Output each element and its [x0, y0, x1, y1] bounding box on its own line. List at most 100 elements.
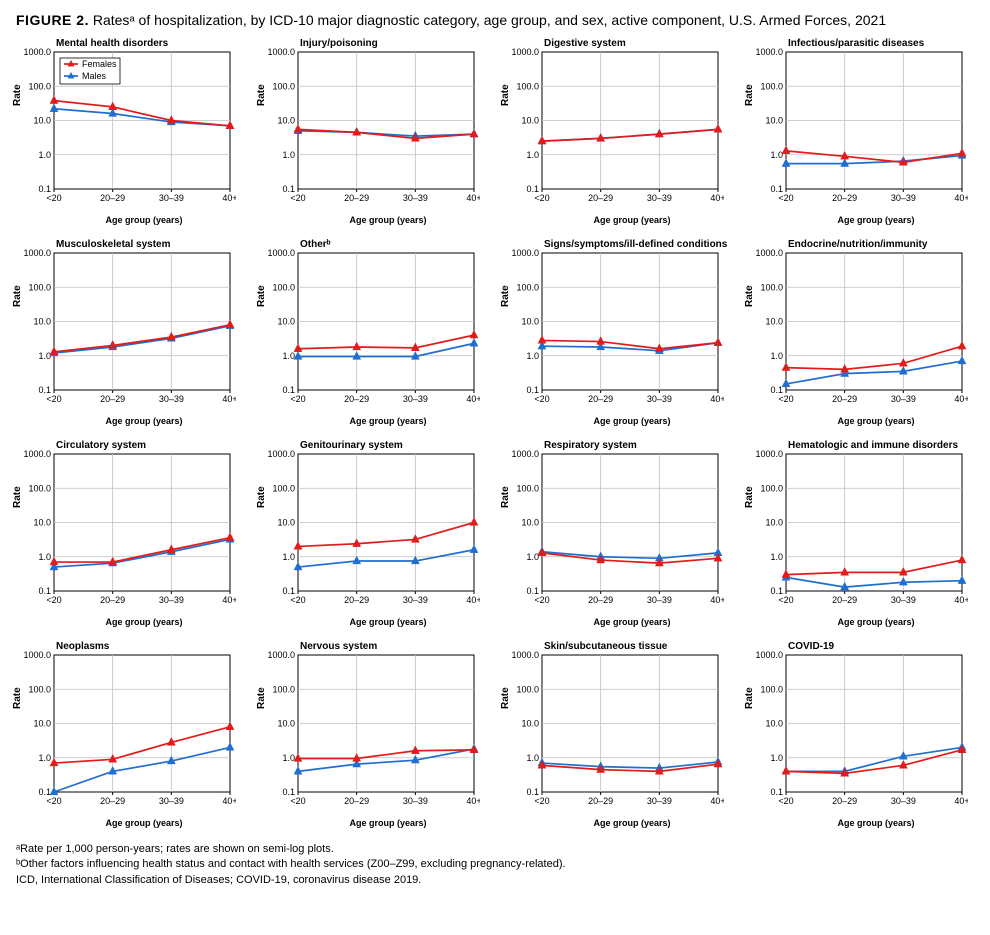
svg-text:40+: 40+: [954, 193, 968, 203]
svg-text:100.0: 100.0: [516, 81, 539, 91]
svg-text:30–39: 30–39: [403, 193, 428, 203]
y-axis-label: Rate: [12, 687, 23, 709]
svg-text:40+: 40+: [222, 595, 236, 605]
svg-text:20–29: 20–29: [832, 394, 857, 404]
svg-text:1.0: 1.0: [38, 552, 51, 562]
x-axis-label: Age group (years): [778, 818, 974, 828]
chart-panel: Genitourinary system Rate 0.11.010.0100.…: [260, 440, 486, 627]
x-axis-label: Age group (years): [778, 215, 974, 225]
svg-text:1000.0: 1000.0: [23, 650, 51, 660]
figure-caption: Ratesᵃ of hospitalization, by ICD-10 maj…: [93, 12, 886, 28]
svg-text:40+: 40+: [466, 394, 480, 404]
svg-text:1000.0: 1000.0: [511, 248, 539, 258]
chart-panel: Skin/subcutaneous tissue Rate 0.11.010.0…: [504, 641, 730, 828]
svg-text:20–29: 20–29: [588, 193, 613, 203]
y-axis-label: Rate: [744, 84, 755, 106]
svg-text:Females: Females: [82, 59, 117, 69]
svg-text:30–39: 30–39: [891, 394, 916, 404]
svg-text:40+: 40+: [954, 595, 968, 605]
svg-text:10.0: 10.0: [521, 518, 539, 528]
chart-panel: Signs/symptoms/ill-defined conditions Ra…: [504, 239, 730, 426]
svg-text:<20: <20: [290, 394, 305, 404]
chart: Rate 0.11.010.0100.01000.0<2020–2930–394…: [16, 440, 236, 615]
svg-text:10.0: 10.0: [277, 518, 295, 528]
y-axis-label: Rate: [12, 84, 23, 106]
x-axis-label: Age group (years): [534, 818, 730, 828]
svg-text:<20: <20: [534, 394, 549, 404]
svg-text:40+: 40+: [710, 595, 724, 605]
svg-text:40+: 40+: [466, 595, 480, 605]
svg-text:10.0: 10.0: [277, 317, 295, 327]
chart-panel: Respiratory system Rate 0.11.010.0100.01…: [504, 440, 730, 627]
chart: Rate 0.11.010.0100.01000.0<2020–2930–394…: [16, 641, 236, 816]
svg-text:100.0: 100.0: [516, 684, 539, 694]
svg-text:20–29: 20–29: [832, 193, 857, 203]
svg-text:1000.0: 1000.0: [267, 650, 295, 660]
svg-text:1000.0: 1000.0: [755, 47, 783, 57]
chart-panel: Circulatory system Rate 0.11.010.0100.01…: [16, 440, 242, 627]
svg-text:40+: 40+: [954, 796, 968, 806]
chart: Rate 0.11.010.0100.01000.0<2020–2930–394…: [748, 641, 968, 816]
footnote-a: ᵃRate per 1,000 person-years; rates are …: [16, 842, 974, 857]
svg-text:30–39: 30–39: [403, 796, 428, 806]
svg-text:1000.0: 1000.0: [755, 650, 783, 660]
chart-grid: Mental health disorders Rate 0.11.010.01…: [16, 38, 974, 828]
x-axis-label: Age group (years): [46, 617, 242, 627]
svg-text:100.0: 100.0: [28, 81, 51, 91]
svg-text:20–29: 20–29: [100, 193, 125, 203]
y-axis-label: Rate: [744, 687, 755, 709]
svg-text:30–39: 30–39: [647, 193, 672, 203]
chart: Rate 0.11.010.0100.01000.0<2020–2930–394…: [260, 38, 480, 213]
chart: Rate 0.11.010.0100.01000.0<2020–2930–394…: [748, 38, 968, 213]
svg-text:30–39: 30–39: [647, 394, 672, 404]
y-axis-label: Rate: [500, 84, 511, 106]
svg-text:1.0: 1.0: [282, 753, 295, 763]
svg-text:1000.0: 1000.0: [755, 248, 783, 258]
x-axis-label: Age group (years): [534, 617, 730, 627]
chart-panel: Neoplasms Rate 0.11.010.0100.01000.0<202…: [16, 641, 242, 828]
svg-text:<20: <20: [46, 796, 61, 806]
chart-panel: Mental health disorders Rate 0.11.010.01…: [16, 38, 242, 225]
svg-text:30–39: 30–39: [647, 796, 672, 806]
svg-text:10.0: 10.0: [765, 116, 783, 126]
svg-text:100.0: 100.0: [760, 282, 783, 292]
x-axis-label: Age group (years): [46, 416, 242, 426]
svg-text:10.0: 10.0: [277, 719, 295, 729]
svg-text:20–29: 20–29: [344, 394, 369, 404]
chart: Rate 0.11.010.0100.01000.0<2020–2930–394…: [504, 440, 724, 615]
chart: Rate 0.11.010.0100.01000.0<2020–2930–394…: [260, 440, 480, 615]
svg-text:1000.0: 1000.0: [23, 47, 51, 57]
svg-text:10.0: 10.0: [765, 719, 783, 729]
x-axis-label: Age group (years): [534, 416, 730, 426]
svg-text:100.0: 100.0: [272, 684, 295, 694]
svg-text:<20: <20: [46, 595, 61, 605]
svg-text:10.0: 10.0: [33, 518, 51, 528]
svg-text:1000.0: 1000.0: [267, 248, 295, 258]
svg-text:1.0: 1.0: [38, 150, 51, 160]
chart: Rate 0.11.010.0100.01000.0<2020–2930–394…: [16, 239, 236, 414]
chart-panel: Nervous system Rate 0.11.010.0100.01000.…: [260, 641, 486, 828]
svg-text:40+: 40+: [710, 193, 724, 203]
svg-text:100.0: 100.0: [28, 483, 51, 493]
svg-text:<20: <20: [290, 796, 305, 806]
x-axis-label: Age group (years): [46, 818, 242, 828]
svg-text:10.0: 10.0: [765, 317, 783, 327]
svg-text:30–39: 30–39: [159, 394, 184, 404]
svg-text:1.0: 1.0: [770, 150, 783, 160]
svg-text:100.0: 100.0: [272, 483, 295, 493]
svg-text:<20: <20: [534, 595, 549, 605]
svg-text:20–29: 20–29: [100, 394, 125, 404]
svg-text:1000.0: 1000.0: [23, 449, 51, 459]
svg-text:20–29: 20–29: [344, 796, 369, 806]
y-axis-label: Rate: [744, 285, 755, 307]
svg-text:<20: <20: [46, 394, 61, 404]
svg-text:Males: Males: [82, 71, 107, 81]
footnote-b: ᵇOther factors influencing health status…: [16, 857, 974, 872]
svg-text:1.0: 1.0: [770, 351, 783, 361]
svg-text:<20: <20: [46, 193, 61, 203]
y-axis-label: Rate: [744, 486, 755, 508]
svg-text:10.0: 10.0: [521, 719, 539, 729]
svg-text:100.0: 100.0: [760, 81, 783, 91]
svg-text:100.0: 100.0: [760, 483, 783, 493]
y-axis-label: Rate: [500, 687, 511, 709]
